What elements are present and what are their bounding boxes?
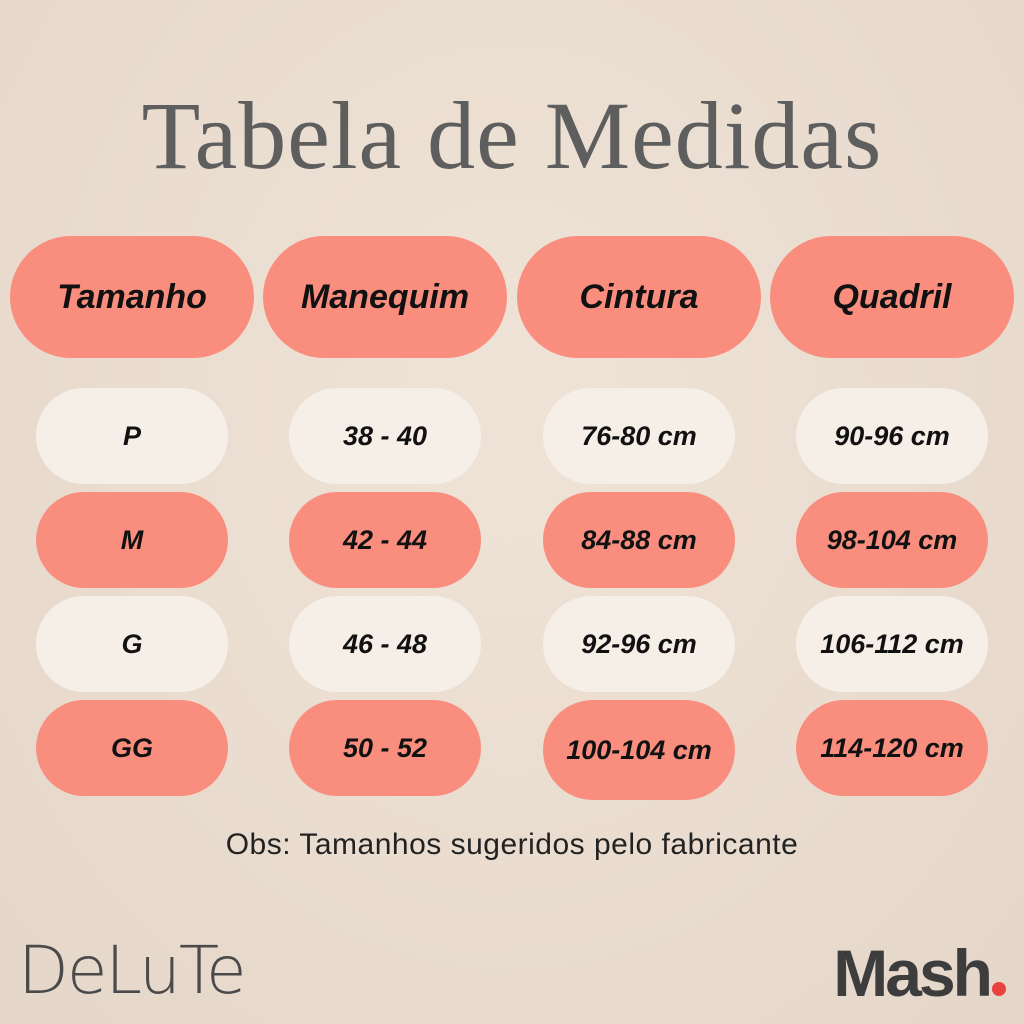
header-quadril: Quadril xyxy=(770,236,1014,358)
header-tamanho: Tamanho xyxy=(10,236,254,358)
cell-quadril-m: 98-104 cm xyxy=(796,492,988,588)
cell-cintura-p: 76-80 cm xyxy=(543,388,735,484)
mash-logo-text: Mash xyxy=(833,936,993,1010)
delute-logo-text: DeLuTe xyxy=(18,932,247,1009)
cell-tamanho-g: G xyxy=(36,596,228,692)
cell-quadril-g: 106-112 cm xyxy=(796,596,988,692)
mash-dot-icon xyxy=(992,982,1006,996)
cell-tamanho-p: P xyxy=(36,388,228,484)
cell-manequim-g: 46 - 48 xyxy=(289,596,481,692)
header-cintura: Cintura xyxy=(517,236,761,358)
mash-logo: Mash xyxy=(833,940,1006,1006)
footnote: Obs: Tamanhos sugeridos pelo fabricante xyxy=(225,828,799,861)
cell-tamanho-m: M xyxy=(36,492,228,588)
cell-quadril-p: 90-96 cm xyxy=(796,388,988,484)
cell-cintura-m: 84-88 cm xyxy=(543,492,735,588)
cell-manequim-gg: 50 - 52 xyxy=(289,700,481,796)
cell-cintura-g: 92-96 cm xyxy=(543,596,735,692)
cell-quadril-gg: 114-120 cm xyxy=(796,700,988,796)
header-manequim: Manequim xyxy=(263,236,507,358)
cell-manequim-m: 42 - 44 xyxy=(289,492,481,588)
cell-manequim-p: 38 - 40 xyxy=(289,388,481,484)
page-title: Tabela de Medidas xyxy=(141,82,883,189)
cell-cintura-gg: 100-104 cm xyxy=(543,700,735,800)
delute-logo: DeLuTe xyxy=(18,938,247,1004)
cell-tamanho-gg: GG xyxy=(36,700,228,796)
